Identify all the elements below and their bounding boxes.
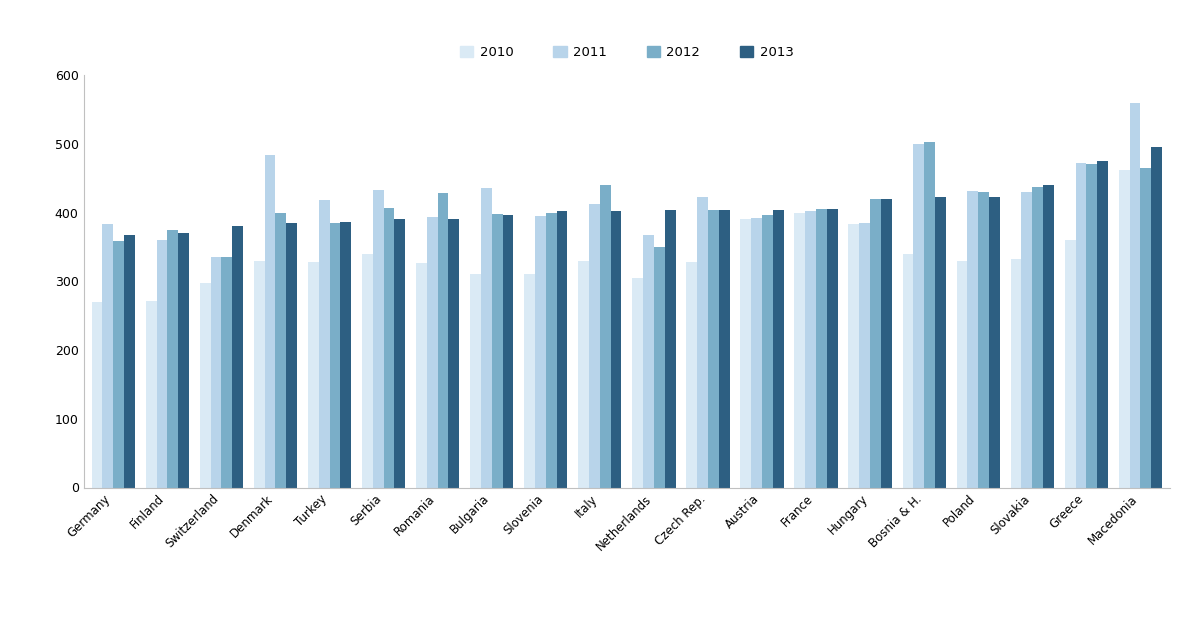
Bar bbox=[665, 210, 676, 488]
Bar bbox=[849, 224, 860, 488]
Bar bbox=[816, 209, 827, 488]
Legend: 2010, 2011, 2012, 2013: 2010, 2011, 2012, 2013 bbox=[455, 41, 799, 64]
Bar bbox=[373, 190, 383, 488]
Bar bbox=[92, 302, 103, 488]
Bar bbox=[719, 211, 730, 488]
Bar bbox=[383, 208, 394, 488]
Bar bbox=[319, 200, 330, 488]
Bar bbox=[276, 213, 287, 488]
Bar bbox=[287, 222, 297, 488]
Bar bbox=[654, 247, 665, 488]
Bar bbox=[924, 142, 935, 488]
Bar bbox=[146, 301, 156, 488]
Bar bbox=[870, 199, 881, 488]
Bar bbox=[599, 185, 610, 488]
Bar bbox=[740, 219, 751, 488]
Bar bbox=[1044, 185, 1054, 488]
Bar bbox=[124, 235, 135, 488]
Bar bbox=[762, 215, 773, 488]
Bar bbox=[708, 211, 719, 488]
Bar bbox=[1140, 168, 1151, 488]
Bar bbox=[610, 211, 621, 488]
Bar bbox=[1065, 240, 1076, 488]
Bar bbox=[546, 213, 556, 488]
Bar bbox=[751, 218, 762, 488]
Bar bbox=[481, 189, 492, 488]
Bar bbox=[426, 217, 438, 488]
Bar bbox=[967, 191, 978, 488]
Bar bbox=[470, 274, 481, 488]
Bar bbox=[697, 198, 708, 488]
Bar bbox=[589, 204, 599, 488]
Bar bbox=[210, 258, 221, 488]
Bar bbox=[773, 211, 783, 488]
Bar bbox=[362, 254, 373, 488]
Bar bbox=[794, 213, 805, 488]
Bar bbox=[827, 209, 838, 488]
Bar bbox=[503, 214, 513, 488]
Bar bbox=[254, 261, 265, 488]
Bar bbox=[438, 193, 449, 488]
Bar bbox=[156, 240, 167, 488]
Bar bbox=[199, 282, 210, 488]
Bar bbox=[687, 262, 697, 488]
Bar bbox=[233, 226, 244, 488]
Bar bbox=[989, 198, 999, 488]
Bar bbox=[935, 198, 946, 488]
Bar bbox=[113, 241, 124, 488]
Bar bbox=[265, 156, 276, 488]
Bar bbox=[1151, 147, 1162, 488]
Bar bbox=[103, 224, 113, 488]
Bar bbox=[535, 216, 546, 488]
Bar bbox=[524, 274, 535, 488]
Bar bbox=[556, 211, 567, 488]
Bar bbox=[492, 214, 503, 488]
Bar bbox=[1130, 102, 1140, 488]
Bar bbox=[644, 234, 654, 488]
Bar bbox=[913, 144, 924, 488]
Bar bbox=[956, 261, 967, 488]
Bar bbox=[633, 278, 644, 488]
Bar bbox=[178, 233, 189, 488]
Bar bbox=[805, 211, 816, 488]
Bar bbox=[1033, 187, 1044, 488]
Bar bbox=[167, 229, 178, 488]
Bar bbox=[416, 262, 426, 488]
Bar bbox=[1021, 192, 1033, 488]
Bar bbox=[221, 258, 233, 488]
Bar bbox=[449, 219, 460, 488]
Bar bbox=[881, 199, 892, 488]
Bar bbox=[330, 222, 340, 488]
Bar bbox=[978, 192, 989, 488]
Bar bbox=[860, 222, 870, 488]
Bar bbox=[1119, 170, 1130, 488]
Bar bbox=[394, 219, 405, 488]
Bar bbox=[1087, 164, 1097, 488]
Bar bbox=[308, 262, 319, 488]
Bar bbox=[1010, 259, 1021, 488]
Bar bbox=[1097, 161, 1108, 488]
Bar bbox=[340, 222, 351, 488]
Bar bbox=[578, 261, 589, 488]
Bar bbox=[1076, 163, 1087, 488]
Bar bbox=[903, 254, 913, 488]
